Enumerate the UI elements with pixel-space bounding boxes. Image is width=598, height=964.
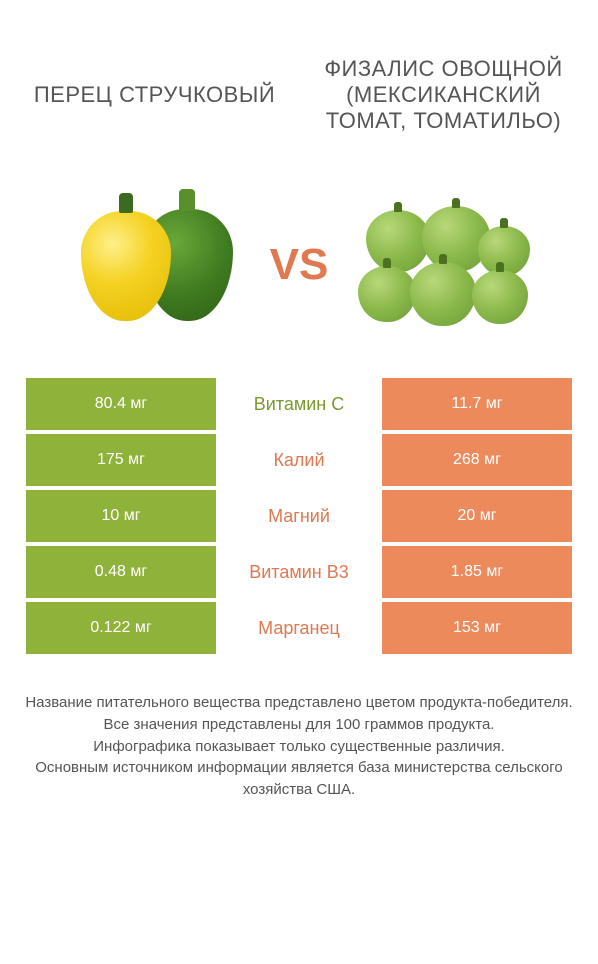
comparison-table: 80.4 мгВитамин C11.7 мг175 мгКалий268 мг…	[10, 378, 588, 654]
cell-nutrient-label: Витамин B3	[216, 546, 382, 598]
footnote-line: Основным источником информации является …	[24, 757, 574, 801]
cell-left-value: 0.122 мг	[26, 602, 216, 654]
table-row: 80.4 мгВитамин C11.7 мг	[26, 378, 572, 430]
cell-right-value: 1.85 мг	[382, 546, 572, 598]
footnote-line: Инфографика показывает только существенн…	[24, 736, 574, 758]
tomatillo-icon	[478, 226, 530, 276]
cell-nutrient-label: Магний	[216, 490, 382, 542]
title-left: ПЕРЕЦ СТРУЧКОВЫЙ	[10, 82, 299, 108]
cell-right-value: 20 мг	[382, 490, 572, 542]
footnotes: Название питательного вещества представл…	[10, 692, 588, 801]
table-row: 175 мгКалий268 мг	[26, 434, 572, 486]
table-row: 10 мгМагний20 мг	[26, 490, 572, 542]
cell-nutrient-label: Марганец	[216, 602, 382, 654]
tomatillo-icon	[366, 210, 430, 272]
footnote-line: Все значения представлены для 100 граммо…	[24, 714, 574, 736]
pepper-yellow-icon	[81, 211, 171, 321]
footnote-line: Название питательного вещества представл…	[24, 692, 574, 714]
cell-right-value: 153 мг	[382, 602, 572, 654]
cell-left-value: 80.4 мг	[26, 378, 216, 430]
title-row: ПЕРЕЦ СТРУЧКОВЫЙ ФИЗАЛИС ОВОЩНОЙ (МЕКСИК…	[10, 20, 588, 170]
tomatillo-icon	[472, 270, 528, 324]
vs-label: VS	[270, 240, 329, 290]
table-row: 0.122 мгМарганец153 мг	[26, 602, 572, 654]
tomatillo-icon	[410, 262, 476, 326]
table-row: 0.48 мгВитамин B31.85 мг	[26, 546, 572, 598]
images-row: VS	[10, 180, 588, 350]
image-right-tomatillo	[346, 180, 536, 350]
cell-right-value: 268 мг	[382, 434, 572, 486]
tomatillo-icon	[358, 266, 416, 322]
cell-left-value: 10 мг	[26, 490, 216, 542]
cell-nutrient-label: Витамин C	[216, 378, 382, 430]
cell-left-value: 0.48 мг	[26, 546, 216, 598]
cell-left-value: 175 мг	[26, 434, 216, 486]
cell-right-value: 11.7 мг	[382, 378, 572, 430]
title-right: ФИЗАЛИС ОВОЩНОЙ (МЕКСИКАНСКИЙ ТОМАТ, ТОМ…	[299, 56, 588, 134]
cell-nutrient-label: Калий	[216, 434, 382, 486]
image-left-pepper	[62, 180, 252, 350]
